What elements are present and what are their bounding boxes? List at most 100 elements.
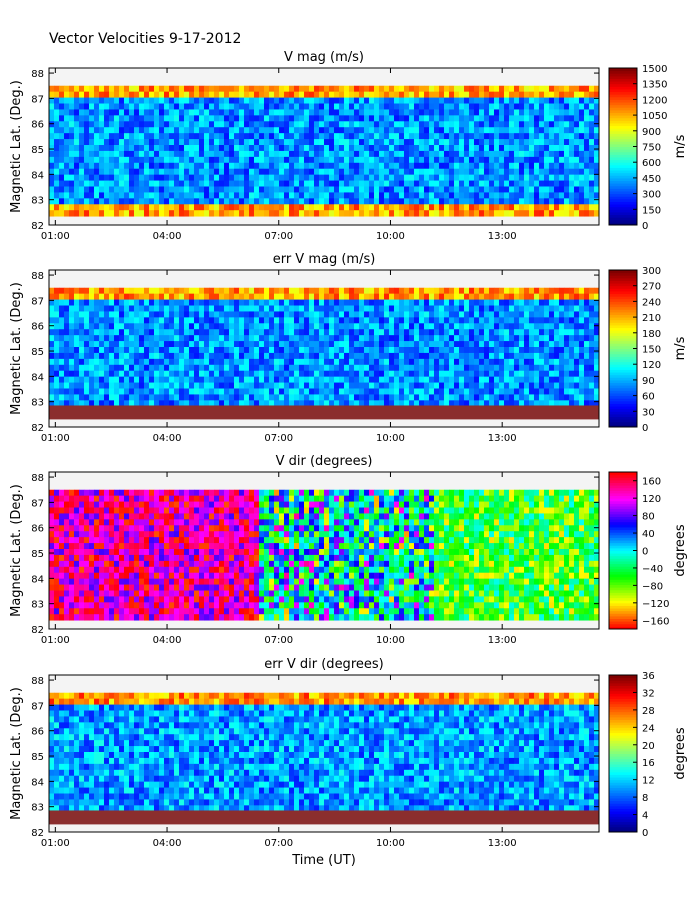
heatmap-cell [254, 198, 260, 205]
heatmap-cell [404, 382, 410, 389]
heatmap-cell [449, 168, 455, 176]
heatmap-cell [144, 198, 150, 205]
heatmap-cell [124, 370, 130, 378]
heatmap-cell [149, 305, 155, 312]
heatmap-cell [494, 145, 500, 152]
heatmap-cell [84, 382, 90, 389]
heatmap-cell [379, 162, 385, 170]
heatmap-cell [474, 299, 480, 306]
heatmap-cell [364, 115, 370, 122]
heatmap-cell [104, 376, 110, 383]
heatmap-cell [99, 145, 105, 152]
heatmap-cell [109, 97, 115, 104]
heatmap-cell [529, 376, 535, 383]
heatmap-cell [249, 133, 255, 140]
heatmap-cell [379, 103, 385, 110]
heatmap-cell [259, 323, 265, 330]
heatmap-cell [189, 97, 195, 104]
heatmap-cell [374, 352, 380, 360]
heatmap-cell [164, 376, 170, 383]
heatmap-cell [409, 204, 415, 211]
heatmap-cell [509, 139, 515, 146]
heatmap-cell [364, 329, 370, 336]
colorbar-swatch [609, 201, 637, 205]
heatmap-cell [124, 180, 130, 187]
heatmap-cell [194, 335, 200, 342]
heatmap-cell [359, 347, 365, 354]
heatmap-cell [54, 145, 60, 152]
heatmap-cell [329, 347, 335, 354]
heatmap-cell [184, 329, 190, 336]
heatmap-cell [444, 204, 450, 211]
heatmap-cell [234, 121, 240, 128]
heatmap-cell [189, 341, 195, 348]
heatmap-cell [334, 162, 340, 170]
heatmap-cell [464, 85, 470, 93]
heatmap-cell [124, 145, 130, 152]
heatmap-cell [594, 91, 600, 98]
heatmap-cell [59, 115, 65, 122]
heatmap-cell [324, 305, 330, 312]
heatmap-cell [49, 127, 55, 134]
heatmap-cell [334, 198, 340, 205]
heatmap-cell [109, 311, 115, 318]
heatmap-cell [219, 323, 225, 330]
heatmap-cell [364, 299, 370, 306]
heatmap-cell [59, 150, 65, 158]
heatmap-cell [224, 388, 230, 395]
heatmap-cell [474, 198, 480, 205]
heatmap-cell [359, 210, 365, 217]
heatmap-cell [264, 382, 270, 389]
heatmap-cell [379, 121, 385, 128]
heatmap-cell [569, 133, 575, 140]
heatmap-cell [159, 323, 165, 330]
heatmap-cell [279, 358, 285, 366]
heatmap-cell [254, 388, 260, 395]
heatmap-cell [409, 162, 415, 170]
heatmap-cell [539, 376, 545, 383]
heatmap-cell [179, 335, 185, 342]
heatmap-cell [534, 388, 540, 395]
heatmap-cell [289, 317, 295, 324]
heatmap-cell [69, 162, 75, 170]
heatmap-cell [334, 103, 340, 110]
heatmap-cell [449, 388, 455, 395]
heatmap-cell [344, 91, 350, 98]
heatmap-cell [229, 103, 235, 110]
heatmap-cell [164, 162, 170, 170]
heatmap-cell [439, 91, 445, 98]
heatmap-cell [444, 85, 450, 93]
heatmap-cell [214, 85, 220, 93]
heatmap-cell [169, 394, 175, 401]
heatmap-cell [259, 400, 265, 407]
heatmap-cell [219, 388, 225, 395]
heatmap-cell [449, 335, 455, 342]
heatmap-cell [274, 162, 280, 170]
heatmap-cell [219, 370, 225, 378]
heatmap-cell [299, 109, 305, 116]
heatmap-cell [159, 305, 165, 312]
heatmap-cell [69, 341, 75, 348]
heatmap-cell [159, 145, 165, 152]
heatmap-cell [374, 127, 380, 134]
heatmap-cell [189, 85, 195, 93]
heatmap-cell [334, 352, 340, 360]
heatmap-cell [589, 139, 595, 146]
heatmap-cell [304, 341, 310, 348]
heatmap-cell [529, 192, 535, 199]
heatmap-cell [309, 127, 315, 134]
heatmap-cell [69, 358, 75, 366]
heatmap-cell [569, 299, 575, 306]
heatmap-cell [444, 174, 450, 181]
heatmap-cell [154, 150, 160, 158]
heatmap-cell [509, 109, 515, 116]
heatmap-cell [319, 358, 325, 366]
heatmap-cell [449, 97, 455, 104]
heatmap-cell [89, 133, 95, 140]
heatmap-cell [439, 145, 445, 152]
heatmap-cell [209, 317, 215, 324]
heatmap-cell [509, 103, 515, 110]
heatmap-cell [89, 394, 95, 401]
heatmap-cell [324, 370, 330, 378]
